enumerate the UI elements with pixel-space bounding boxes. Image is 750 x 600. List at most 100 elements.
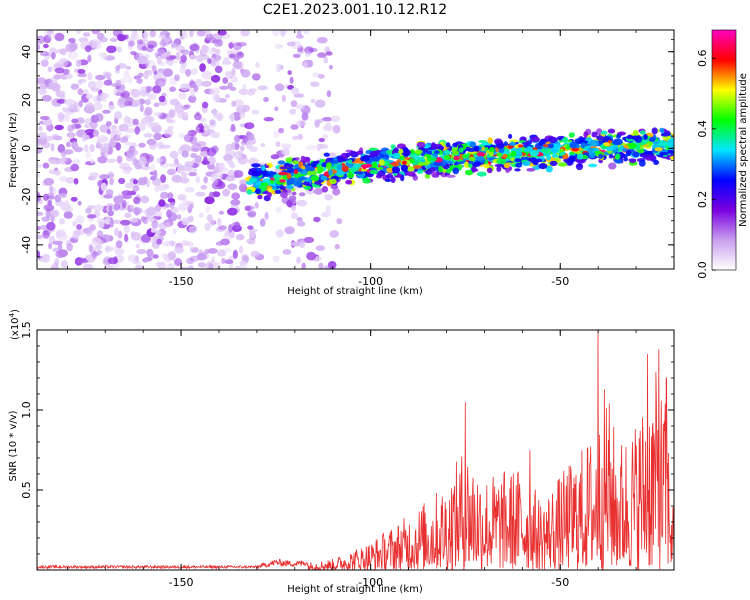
spectrogram-noise-blob bbox=[163, 222, 171, 229]
spectrogram-noise-blob bbox=[113, 111, 123, 120]
spectrogram-ridge-blob bbox=[391, 162, 400, 167]
spectrogram-noise-blob bbox=[157, 68, 165, 74]
spectrogram-noise-blob bbox=[132, 149, 139, 156]
spectrogram-ridge-blob bbox=[321, 186, 329, 193]
spectrogram-ridge-blob bbox=[372, 161, 378, 169]
spectrogram-noise-blob bbox=[74, 123, 82, 129]
spectrogram-noise-blob bbox=[227, 207, 238, 216]
spectrogram-noise-blob bbox=[235, 233, 245, 241]
spectrogram-noise-blob bbox=[155, 78, 166, 88]
spectrogram-noise-blob bbox=[91, 173, 99, 180]
spectrogram-noise-blob bbox=[166, 118, 174, 123]
spectrogram-noise-blob bbox=[73, 178, 79, 185]
spectrogram-noise-blob bbox=[218, 170, 223, 180]
spectrogram-noise-blob bbox=[152, 85, 162, 94]
spectrogram-noise-blob bbox=[181, 164, 192, 172]
spectrogram-noise-blob bbox=[229, 163, 236, 169]
spectrogram-ridge-blob bbox=[520, 156, 527, 161]
spectrogram-ridge-blob bbox=[263, 171, 271, 178]
spectrogram-noise-blob bbox=[158, 95, 166, 103]
spectrogram-ridge-blob bbox=[336, 164, 342, 171]
spectrogram-noise-blob bbox=[56, 98, 67, 104]
spectrogram-noise-blob bbox=[275, 141, 281, 148]
spectrogram-noise-blob bbox=[296, 120, 307, 127]
spectrogram-noise-blob bbox=[119, 137, 129, 143]
spectrogram-ridge-blob bbox=[468, 156, 476, 162]
spectrogram-noise-blob bbox=[231, 100, 237, 107]
spectrogram-noise-blob bbox=[43, 193, 49, 201]
spectrogram-noise-blob bbox=[322, 117, 333, 122]
spectrogram-noise-blob bbox=[59, 94, 66, 99]
spectrogram-noise-blob bbox=[124, 134, 131, 139]
spectrogram-noise-blob bbox=[218, 167, 229, 172]
spectrogram-ridge-blob bbox=[654, 147, 663, 152]
spectrogram-noise-blob bbox=[230, 123, 236, 132]
spectrogram-noise-blob bbox=[68, 37, 76, 44]
spectrogram-noise-blob bbox=[55, 250, 66, 259]
spectrogram-noise-blob bbox=[140, 195, 150, 204]
chart-title: C2E1.2023.001.10.12.R12 bbox=[263, 2, 447, 18]
x-tick-label: -50 bbox=[551, 576, 569, 589]
spectrogram-noise-blob bbox=[123, 166, 132, 172]
spectrogram-ridge-blob bbox=[514, 168, 521, 172]
spectrogram-noise-blob bbox=[169, 150, 179, 159]
spectrogram-noise-blob bbox=[247, 225, 254, 230]
spectrogram-ridge-blob bbox=[291, 191, 297, 196]
spectrogram-ridge-blob bbox=[487, 137, 493, 144]
spectrogram-noise-blob bbox=[189, 203, 194, 209]
spectrogram-noise-blob bbox=[37, 132, 48, 140]
spectrogram-noise-blob bbox=[249, 146, 258, 153]
spectrogram-y-axis-label: Frequency (Hz) bbox=[8, 112, 19, 188]
spectrogram-noise-blob bbox=[163, 203, 172, 208]
spectrogram-noise-blob bbox=[172, 58, 178, 64]
spectrogram-noise-blob bbox=[54, 257, 60, 266]
spectrogram-ridge-blob bbox=[414, 149, 423, 155]
spectrogram-ridge-blob bbox=[509, 142, 516, 146]
spectrogram-noise-blob bbox=[139, 104, 144, 113]
spectrogram-noise-blob bbox=[125, 182, 134, 189]
spectrogram-ridge-blob bbox=[570, 156, 576, 162]
spectrogram-noise-blob bbox=[131, 142, 137, 148]
spectrogram-noise-blob bbox=[220, 238, 230, 246]
spectrogram-noise-blob bbox=[331, 115, 340, 123]
snr-series-line bbox=[37, 330, 674, 570]
spectrogram-noise-blob bbox=[231, 67, 236, 77]
spectrogram-ridge-blob bbox=[665, 145, 670, 151]
spectrogram-ridge-blob bbox=[311, 175, 320, 182]
spectrogram-noise-blob bbox=[156, 238, 162, 245]
spectrogram-noise-blob bbox=[183, 133, 194, 143]
spectrogram-noise-blob bbox=[54, 124, 64, 131]
spectrogram-noise-blob bbox=[153, 112, 163, 117]
spectrogram-ridge-blob bbox=[316, 166, 324, 173]
spectrogram-ridge-blob bbox=[289, 177, 295, 185]
spectrogram-noise-blob bbox=[49, 185, 54, 193]
spectrogram-noise-blob bbox=[107, 257, 119, 265]
spectrogram-noise-blob bbox=[109, 177, 114, 186]
spectrogram-noise-blob bbox=[304, 51, 312, 57]
x-tick-label: -100 bbox=[358, 576, 383, 589]
spectrogram-ridge-blob bbox=[392, 152, 401, 159]
spectrogram-noise-blob bbox=[179, 83, 190, 91]
spectrogram-ridge-blob bbox=[494, 163, 504, 168]
spectrogram-noise-blob bbox=[54, 32, 65, 42]
spectrogram-noise-blob bbox=[322, 133, 328, 140]
spectrogram-noise-blob bbox=[106, 158, 117, 163]
spectrogram-noise-blob bbox=[160, 174, 167, 184]
spectrogram-noise-blob bbox=[90, 251, 100, 257]
spectrogram-noise-blob bbox=[179, 266, 189, 269]
spectrogram-noise-blob bbox=[136, 78, 143, 84]
spectrogram-noise-blob bbox=[93, 95, 103, 104]
spectrogram-ridge-blob bbox=[538, 140, 545, 147]
spectrogram-noise-blob bbox=[49, 159, 57, 165]
spectrogram-noise-blob bbox=[188, 265, 194, 269]
colorbar-label: Normalized spectral amplitude bbox=[738, 73, 749, 227]
spectrogram-ridge-blob bbox=[431, 142, 436, 149]
spectrogram-noise-blob bbox=[113, 195, 124, 204]
spectrogram-noise-blob bbox=[204, 249, 210, 255]
spectrogram-noise-blob bbox=[91, 237, 102, 246]
spectrogram-ridge-blob bbox=[656, 139, 667, 146]
spectrogram-noise-blob bbox=[48, 242, 53, 250]
spectrogram-ridge-blob bbox=[521, 160, 531, 166]
spectrogram-noise-blob bbox=[97, 135, 108, 143]
spectrogram-noise-blob bbox=[310, 81, 320, 87]
